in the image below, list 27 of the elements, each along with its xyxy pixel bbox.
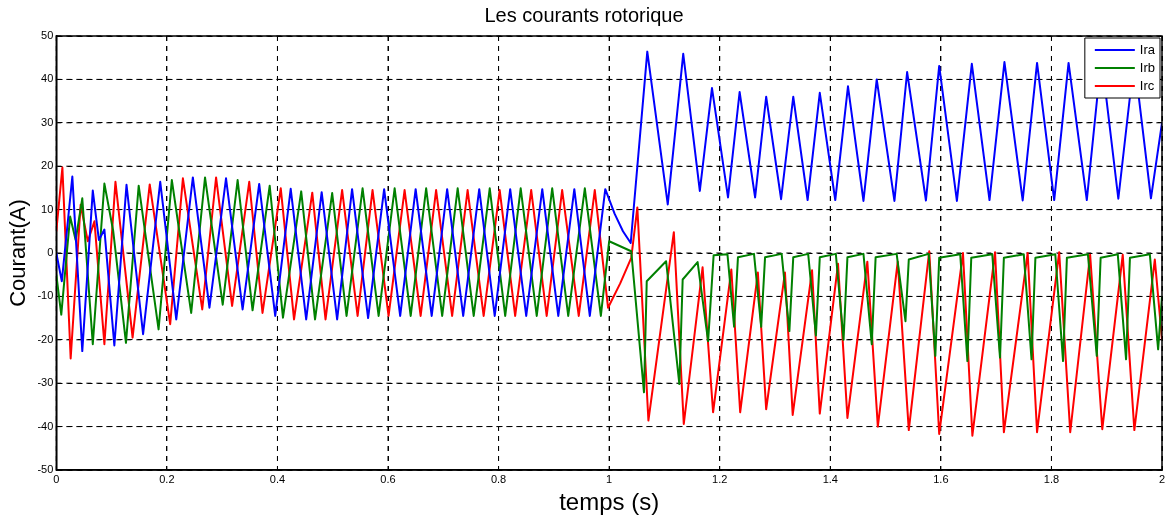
y-tick-label: 30 <box>41 115 54 128</box>
y-tick-label: 40 <box>41 72 54 85</box>
y-tick-label: -50 <box>37 463 54 476</box>
legend-label: Irb <box>1139 59 1155 75</box>
x-tick-label: 1.6 <box>933 472 949 485</box>
x-axis-title: temps (s) <box>559 488 660 516</box>
x-tick-label: 1 <box>606 472 613 485</box>
y-tick-label: 0 <box>47 246 54 259</box>
y-tick-label: -30 <box>37 376 54 389</box>
y-tick-label: 20 <box>41 159 54 172</box>
x-tick-label: 1.4 <box>822 472 838 485</box>
x-tick-label: 2 <box>1158 472 1166 485</box>
y-tick-label: -10 <box>37 289 54 302</box>
x-tick-label: 1.2 <box>712 472 728 485</box>
chart-title: Les courants rotorique <box>484 3 684 26</box>
legend-label: Ira <box>1139 41 1156 57</box>
x-tick-label: 1.8 <box>1043 472 1060 485</box>
x-tick-label: 0.4 <box>269 472 286 485</box>
x-tick-label: 0.6 <box>380 472 396 485</box>
legend-label: Irc <box>1139 77 1155 93</box>
y-axis-title: Courant(A) <box>5 199 31 307</box>
y-tick-label: 10 <box>41 202 54 215</box>
y-tick-label: -20 <box>37 332 54 345</box>
y-tick-label: 50 <box>41 29 54 42</box>
y-tick-label: -40 <box>37 419 54 432</box>
x-tick-label: 0.2 <box>159 472 175 485</box>
x-tick-label: 0.8 <box>490 472 507 485</box>
